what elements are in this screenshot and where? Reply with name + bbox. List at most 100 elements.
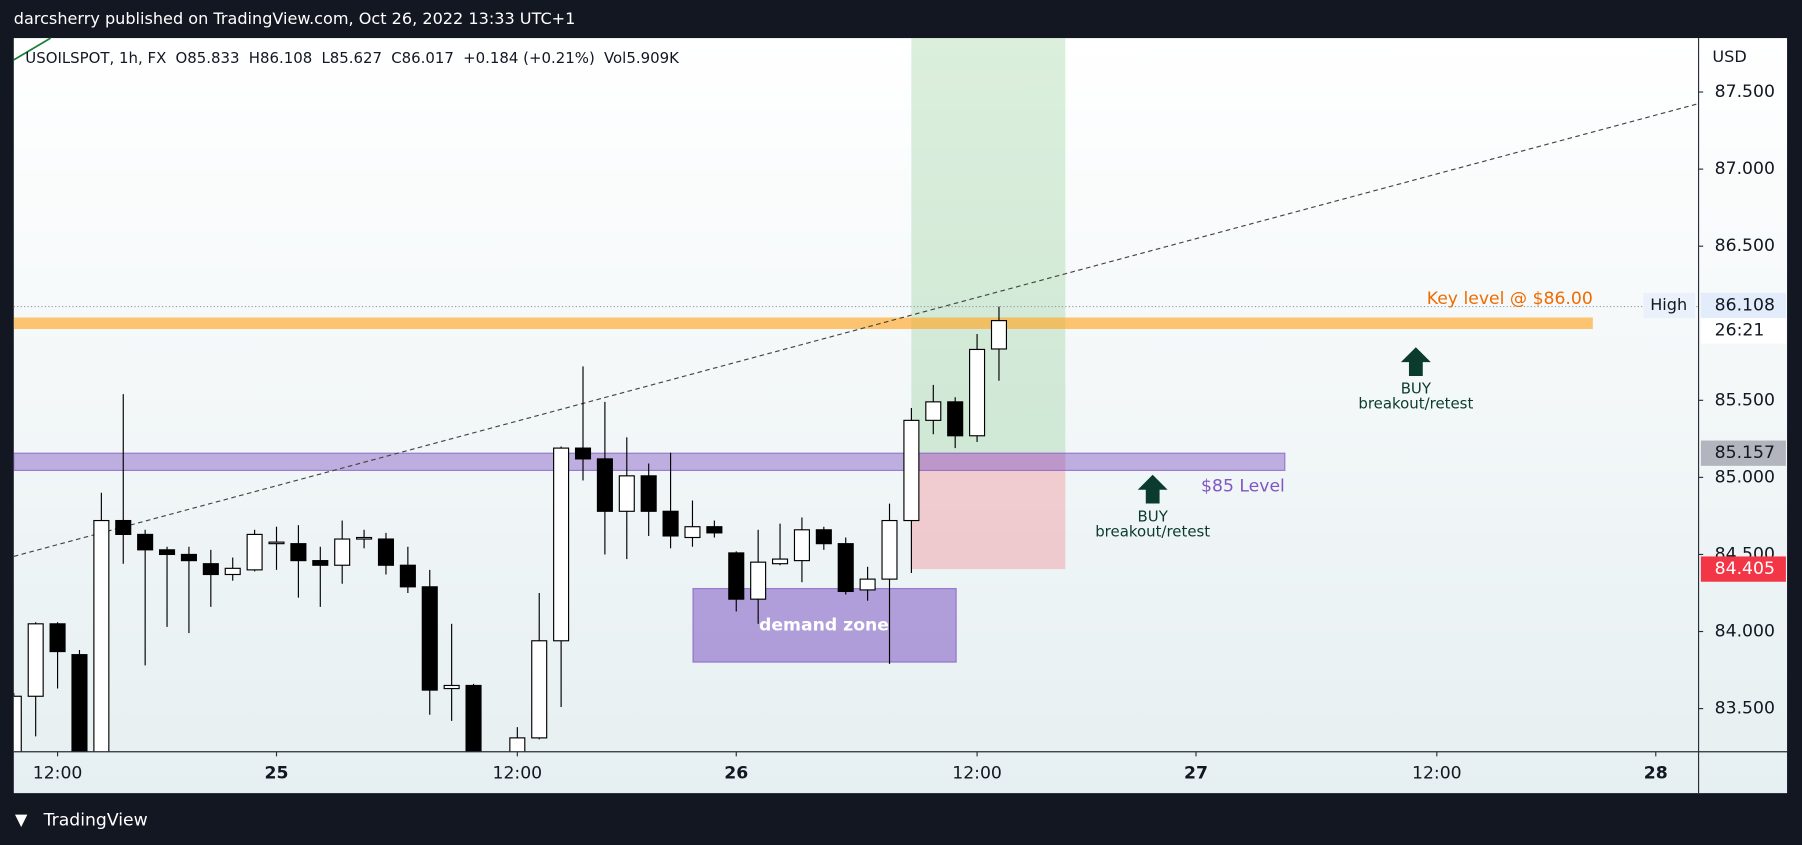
x-tick-label: 12:00	[33, 764, 83, 784]
y-tick-label: 87.000	[1715, 159, 1775, 179]
candle-body	[596, 458, 613, 512]
candle-body	[509, 737, 526, 752]
y-tick-label: 83.500	[1715, 699, 1775, 719]
candle-body	[356, 536, 373, 540]
candle-body	[377, 538, 395, 566]
x-tick-label: 12:00	[493, 764, 543, 784]
candle-body	[531, 640, 548, 739]
buy-arrow	[1400, 347, 1431, 376]
candle-body	[706, 526, 723, 534]
buy-label: BUY	[1138, 507, 1169, 525]
high-value: 86.108	[1715, 295, 1775, 315]
candle-body	[13, 695, 22, 752]
indicator-line	[13, 37, 52, 61]
support-band	[13, 452, 1286, 471]
candle-body	[728, 552, 745, 600]
candle-body	[268, 541, 285, 545]
stop-zone	[911, 453, 1066, 570]
candle-body	[465, 684, 482, 752]
legend: USOILSPOT, 1h, FX O85.833 H86.108 L85.627 C8…	[25, 49, 680, 67]
high-name-badge	[1643, 292, 1696, 319]
legend-item: H86.108	[249, 49, 312, 67]
y-tick-label: 86.500	[1715, 236, 1775, 256]
candle-body	[27, 623, 44, 697]
footer-brand: TradingView	[43, 811, 148, 831]
legend-item: O85.833	[176, 49, 240, 67]
buy-arrow	[1137, 474, 1168, 504]
candle-body	[662, 510, 679, 537]
stop-value: 84.405	[1715, 559, 1775, 579]
candle-body	[246, 533, 263, 571]
legend-item: L85.627	[321, 49, 382, 67]
candle-body	[859, 578, 876, 591]
buy-label-detail: breakout/retest	[1095, 522, 1210, 540]
legend-item: +0.184 (+0.21%)	[463, 49, 595, 67]
support-label: $85 Level	[1201, 476, 1285, 496]
candle-body	[771, 558, 789, 565]
key-level-band	[13, 317, 1593, 329]
trend-line	[13, 103, 1699, 557]
y-tick-label: 85.500	[1715, 390, 1775, 410]
y-tick-label: 85.000	[1715, 467, 1775, 487]
countdown-badge	[1700, 318, 1786, 344]
candle-body	[71, 654, 88, 752]
x-tick-label: 26	[724, 764, 748, 784]
candle-body	[750, 561, 767, 600]
axis-unit: USD	[1712, 47, 1746, 66]
candle-body	[93, 519, 110, 752]
candle-body	[553, 447, 570, 642]
candle-body	[115, 519, 132, 535]
candle-body	[290, 543, 307, 562]
candle-body	[903, 419, 920, 522]
legend-item: USOILSPOT, 1h, FX	[25, 49, 166, 67]
candle-body	[180, 553, 197, 562]
candle-body	[49, 623, 66, 653]
entry-badge	[1700, 440, 1786, 466]
y-tick-label: 84.000	[1715, 622, 1775, 642]
high-name: High	[1650, 295, 1687, 314]
demand-zone-label: demand zone	[759, 615, 889, 635]
buy-label-detail: breakout/retest	[1358, 395, 1473, 413]
candle-body	[224, 567, 241, 576]
candle-body	[421, 586, 438, 691]
candle-body	[815, 529, 832, 545]
candle-body	[137, 533, 154, 551]
x-tick-label: 28	[1644, 764, 1668, 784]
x-tick-label: 27	[1184, 764, 1208, 784]
x-tick-label: 12:00	[952, 764, 1002, 784]
candle-body	[969, 348, 986, 437]
plot	[13, 38, 1699, 752]
countdown: 26:21	[1715, 321, 1765, 341]
candle-body	[684, 526, 701, 539]
candle-body	[312, 560, 329, 566]
legend-item: Vol5.909K	[604, 49, 680, 67]
demand-zone	[692, 587, 957, 663]
plot-background	[13, 38, 1788, 794]
candle-body	[618, 475, 635, 512]
candle-body	[881, 519, 898, 580]
x-tick-label: 12:00	[1412, 764, 1462, 784]
candle-body	[925, 401, 942, 421]
candle-body	[443, 684, 460, 690]
candle-body	[793, 529, 810, 562]
candle-body	[574, 447, 592, 460]
candle-body	[990, 320, 1008, 350]
key-level-label: Key level @ $86.00	[1427, 289, 1593, 309]
buy-label: BUY	[1401, 380, 1432, 398]
legend-item: C86.017	[391, 49, 454, 67]
candle-body	[837, 543, 854, 593]
publisher-header: darcsherry published on TradingView.com,…	[14, 9, 576, 28]
candle-body	[947, 401, 964, 437]
stop-badge	[1700, 556, 1786, 582]
candle-body	[202, 563, 219, 576]
candle-body	[640, 475, 657, 512]
footer-logo: ▼	[15, 810, 28, 829]
target-zone	[911, 38, 1066, 454]
candle-body	[158, 549, 176, 556]
y-tick-label: 87.500	[1715, 82, 1775, 102]
entry-value: 85.157	[1715, 443, 1775, 463]
high-badge	[1700, 292, 1786, 319]
candle-body	[399, 564, 416, 588]
